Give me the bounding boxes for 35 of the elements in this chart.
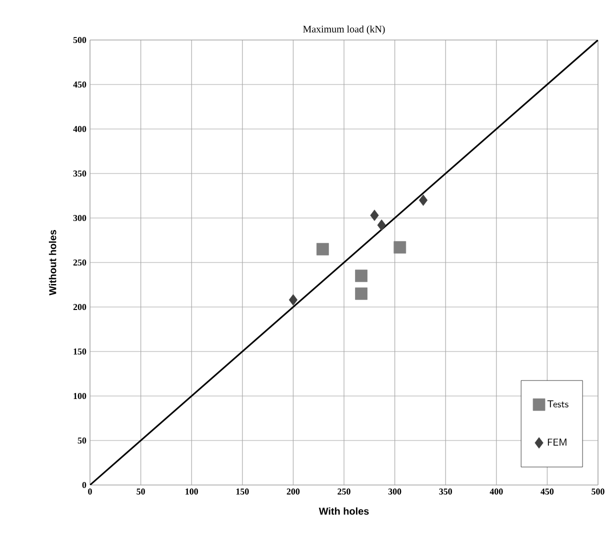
x-tick-label: 350: [439, 488, 452, 495]
x-tick-label: 500: [592, 488, 604, 495]
point: [355, 270, 368, 282]
y-tick-label: 400: [73, 126, 86, 132]
x-tick-label: 0: [88, 488, 92, 495]
legend-label: FEM: [548, 438, 566, 446]
point: [316, 242, 329, 256]
x-tick-label: 250: [338, 488, 350, 495]
x-tick-label: 150: [236, 488, 249, 495]
legend-label: Tests: [547, 400, 568, 408]
point: [377, 219, 386, 231]
x-axis-title: With holes: [318, 507, 369, 515]
y-tick-label: 250: [73, 259, 86, 266]
y-axis-title: Without holes: [48, 230, 56, 296]
point: [394, 241, 406, 254]
x-tick-label: 300: [388, 488, 402, 495]
x-tick-label: 50: [136, 488, 145, 495]
y-tick-label: 200: [73, 304, 86, 310]
x-tick-label: 450: [540, 488, 554, 495]
point: [288, 294, 298, 306]
point: [418, 194, 428, 206]
y-tick-label: 450: [73, 81, 86, 88]
y-tick-label: 0: [82, 482, 86, 488]
y-tick-label: 100: [74, 392, 86, 400]
x-tick-label: 400: [490, 488, 503, 495]
x-tick-label: 200: [286, 488, 300, 495]
y-tick-label: 150: [74, 348, 86, 355]
chart-title: Maximum load (kN): [303, 25, 385, 34]
y-tick-label: 300: [73, 214, 86, 222]
x-tick-label: 100: [186, 488, 198, 495]
point: [370, 210, 379, 222]
point: [355, 287, 368, 300]
y-tick-label: 500: [73, 36, 86, 44]
y-tick-label: 50: [78, 437, 86, 444]
y-tick-label: 350: [73, 170, 86, 177]
